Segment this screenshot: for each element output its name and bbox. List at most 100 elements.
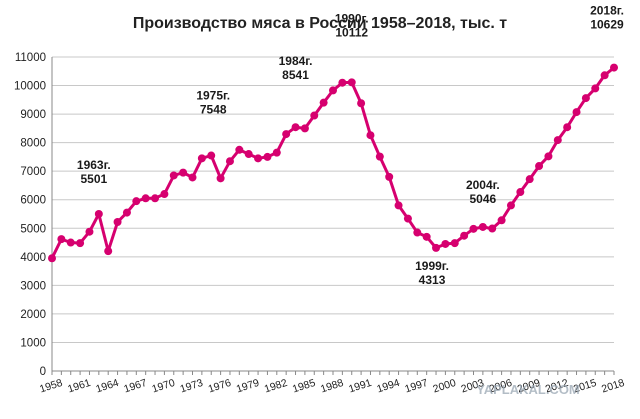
x-tick-label: 2018 xyxy=(600,377,626,396)
data-point xyxy=(469,224,478,233)
data-point xyxy=(544,152,553,161)
data-point xyxy=(347,78,356,87)
data-point xyxy=(244,150,253,159)
data-point xyxy=(478,222,487,231)
data-point xyxy=(216,174,225,183)
data-point xyxy=(300,124,309,133)
x-tick-label: 1988 xyxy=(319,377,345,396)
data-point xyxy=(94,209,103,218)
data-point xyxy=(48,254,56,263)
x-tick-label: 1985 xyxy=(291,377,317,396)
data-point xyxy=(329,86,337,95)
data-point xyxy=(188,173,197,182)
data-point xyxy=(385,172,394,181)
data-point xyxy=(450,239,459,248)
x-tick-label: 2000 xyxy=(432,377,458,396)
data-point xyxy=(441,239,450,248)
series-meat-production xyxy=(48,63,618,263)
data-point xyxy=(403,214,412,223)
data-point xyxy=(57,235,66,244)
x-tick-label: 1976 xyxy=(207,377,233,396)
data-point xyxy=(375,152,384,161)
annotation-label: 1963г. 5501 xyxy=(77,158,111,186)
annotations: 1963г. 5501 1975г. 7548 1984г. 8541 1990г. 1011… xyxy=(77,4,624,287)
x-tick-label: 1973 xyxy=(179,377,205,396)
chart-title: Производство мяса в России 1958–2018, ты… xyxy=(133,15,507,32)
x-tick-label: 1997 xyxy=(403,377,429,396)
y-tick-label: 3000 xyxy=(20,280,46,292)
x-tick-label: 1958 xyxy=(38,377,64,396)
data-point xyxy=(225,157,234,166)
x-tick-label: 1994 xyxy=(375,377,401,396)
data-point xyxy=(338,78,347,87)
data-point xyxy=(104,247,113,256)
axes xyxy=(51,57,615,375)
data-point xyxy=(282,130,291,139)
data-point xyxy=(319,98,328,107)
data-point xyxy=(497,216,506,225)
data-point xyxy=(610,63,618,72)
data-point xyxy=(85,227,94,236)
data-point xyxy=(122,208,131,217)
y-tick-label: 6000 xyxy=(20,195,46,207)
data-point xyxy=(563,123,572,132)
series-line xyxy=(50,66,615,259)
annotation-label: 2018г. 10629 xyxy=(590,4,624,32)
data-point xyxy=(113,217,122,226)
data-point xyxy=(310,111,319,120)
data-point xyxy=(581,94,590,103)
data-point xyxy=(76,239,85,248)
data-point xyxy=(535,162,544,171)
annotation-label: 1999г. 4313 xyxy=(415,259,449,287)
data-point xyxy=(179,168,188,177)
x-tick-label: 1964 xyxy=(94,377,120,396)
annotation-label: 1975г. 7548 xyxy=(196,89,230,117)
y-tick-label: 11000 xyxy=(15,52,46,64)
x-tick-labels: 1958 1961 1964 1967 1970 1973 1976 1979 1982 1985… xyxy=(38,377,626,396)
data-point xyxy=(272,148,281,157)
y-tick-label: 0 xyxy=(40,366,46,378)
y-tick-label: 9000 xyxy=(20,109,46,121)
data-point xyxy=(169,171,178,180)
data-point xyxy=(160,190,169,199)
x-tick-label: 1982 xyxy=(263,377,289,396)
data-point xyxy=(357,99,366,108)
data-point xyxy=(572,108,581,117)
annotation-label: 1990г. 10112 xyxy=(335,11,369,39)
data-point xyxy=(591,84,600,93)
x-tick-label: 1991 xyxy=(347,377,373,396)
data-point xyxy=(291,123,300,132)
annotation-label: 2004г. 5046 xyxy=(466,178,500,206)
data-point xyxy=(141,194,150,203)
data-point xyxy=(394,201,403,210)
data-point xyxy=(207,151,216,160)
y-tick-label: 8000 xyxy=(20,138,46,150)
y-tick-label: 4000 xyxy=(20,252,46,264)
data-point xyxy=(413,228,422,237)
y-tick-label: 7000 xyxy=(20,166,46,178)
data-point xyxy=(66,238,75,247)
x-tick-label: 1967 xyxy=(122,377,148,396)
data-point xyxy=(525,175,534,184)
data-point xyxy=(366,131,375,140)
x-tick-label: 1961 xyxy=(66,377,92,396)
data-point xyxy=(197,154,206,163)
data-point xyxy=(600,71,609,80)
annotation-label: 1984г. 8541 xyxy=(279,54,313,82)
data-point xyxy=(151,194,160,203)
y-tick-label: 5000 xyxy=(20,223,46,235)
data-point xyxy=(460,231,469,240)
data-point xyxy=(263,152,272,161)
y-tick-label: 10000 xyxy=(14,81,46,93)
y-tick-label: 1000 xyxy=(20,337,46,349)
data-point xyxy=(553,136,562,145)
data-point xyxy=(422,232,431,241)
y-tick-labels: 0 1000 2000 3000 4000 5000 6000 7000 8000 9000 100… xyxy=(14,52,46,378)
data-point xyxy=(132,197,141,206)
watermark: YAPLAKAL.COM xyxy=(476,382,580,397)
data-point xyxy=(488,224,497,233)
x-tick-label: 1979 xyxy=(235,377,261,396)
data-point xyxy=(432,243,441,252)
data-point xyxy=(235,145,244,154)
